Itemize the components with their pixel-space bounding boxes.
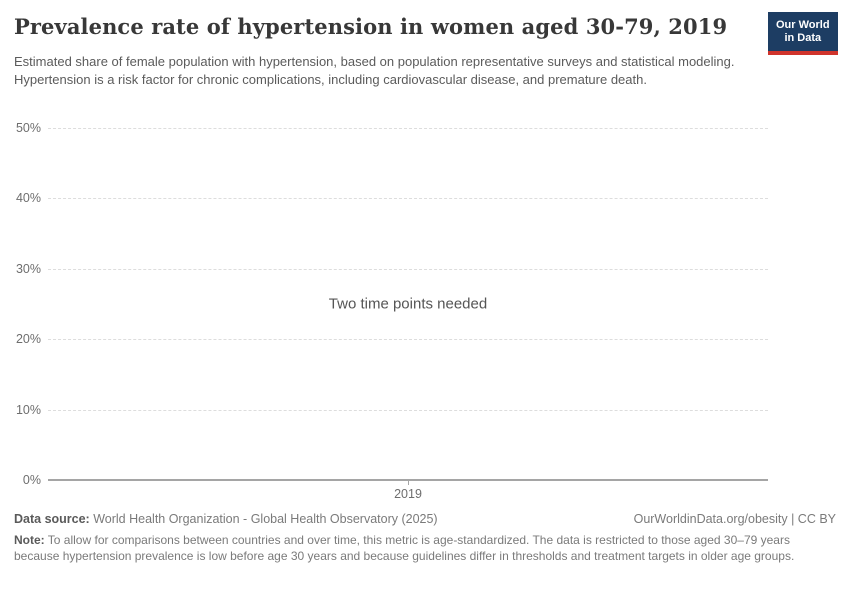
y-tick-label: 40% — [15, 191, 41, 206]
x-axis-tick-label: 2019 — [394, 487, 422, 501]
owid-logo-line2: in Data — [784, 32, 822, 44]
license-link[interactable]: OurWorldinData.org/obesity | CC BY — [633, 512, 836, 526]
footnote-text: To allow for comparisons between countri… — [14, 533, 795, 563]
y-gridline — [48, 409, 768, 411]
no-data-message: Two time points needed — [328, 295, 488, 313]
y-axis-labels: 0% 10% 20% 30% 40% 50% — [0, 121, 41, 487]
y-tick-label: 50% — [15, 121, 41, 135]
chart-subtitle: Estimated share of female population wit… — [14, 54, 735, 87]
chart-title: Prevalence rate of hypertension in women… — [14, 14, 728, 39]
y-gridline — [48, 198, 768, 200]
y-tick-label: 10% — [15, 402, 41, 417]
y-gridline — [48, 339, 768, 341]
x-axis-line — [48, 479, 768, 481]
y-gridline — [48, 128, 768, 129]
footnote-label: Note: — [14, 533, 45, 547]
y-tick-label: 30% — [15, 261, 41, 276]
x-axis-tick-mark — [408, 480, 409, 485]
data-source-text: World Health Organization - Global Healt… — [93, 512, 438, 526]
y-gridline — [48, 268, 768, 270]
data-source-line: Data source: World Health Organization -… — [14, 511, 438, 528]
owid-logo[interactable]: Our World in Data — [768, 12, 838, 55]
y-tick-label: 0% — [22, 473, 41, 487]
owid-logo-line1: Our World — [776, 19, 830, 31]
footer: Data source: World Health Organization -… — [14, 511, 836, 564]
footnote: Note: To allow for comparisons between c… — [14, 533, 836, 564]
y-tick-label: 20% — [15, 332, 41, 347]
plot-area: Two time points needed 2019 — [48, 128, 768, 501]
data-source-label: Data source: — [14, 512, 90, 526]
